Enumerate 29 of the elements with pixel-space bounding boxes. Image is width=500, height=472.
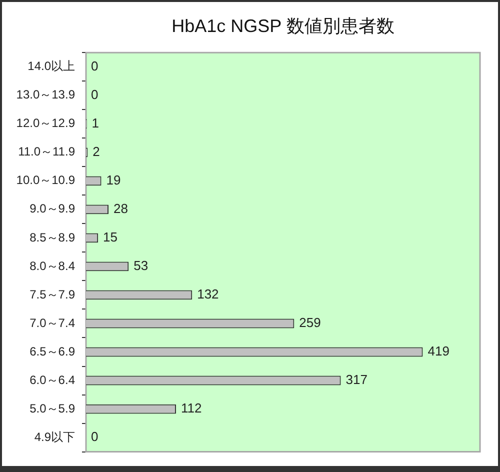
data-label: 28 — [114, 201, 128, 216]
data-label: 53 — [134, 258, 148, 274]
y-tick-label: 6.5～6.9 — [30, 344, 76, 358]
data-label: 0 — [91, 429, 98, 444]
y-tick-label: 8.5～8.9 — [30, 230, 76, 244]
y-tick-label: 12.0～12.9 — [16, 116, 76, 130]
y-tick-label: 7.5～7.9 — [30, 287, 76, 302]
y-tick-label: 4.9以下 — [34, 430, 75, 444]
y-tick-label: 10.0～10.9 — [16, 173, 76, 188]
y-tick-label: 9.0～9.9 — [30, 202, 76, 216]
y-tick-label: 7.0～7.4 — [30, 316, 76, 330]
data-label: 112 — [181, 400, 202, 416]
y-tick-label: 14.0以上 — [28, 59, 75, 74]
data-label: 19 — [106, 172, 121, 188]
y-tick-label: 8.0～8.4 — [30, 258, 76, 273]
y-tick-label: 11.0～11.9 — [18, 144, 76, 159]
data-label: 1 — [92, 115, 100, 130]
y-tick-label: 6.0～6.4 — [30, 372, 76, 387]
data-label: 0 — [91, 86, 98, 102]
data-label: 259 — [299, 315, 321, 330]
chart-title: HbA1c NGSP 数値別患者数 — [172, 16, 394, 36]
y-tick-label: 13.0～13.9 — [16, 88, 76, 102]
data-label: 132 — [197, 286, 219, 302]
data-label: 0 — [91, 58, 98, 74]
data-label: 15 — [103, 230, 118, 245]
data-label: 317 — [346, 372, 368, 388]
data-label: 2 — [92, 144, 100, 159]
y-tick-label: 5.0～5.9 — [30, 401, 76, 416]
data-label: 419 — [428, 344, 450, 359]
